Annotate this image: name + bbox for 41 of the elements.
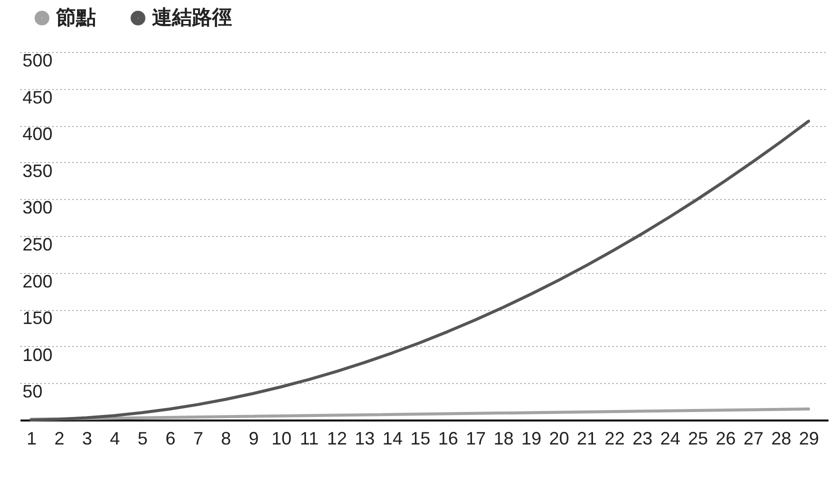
x-tick-label: 15 (410, 428, 430, 448)
x-tick-label: 13 (354, 428, 375, 448)
x-tick-label: 5 (138, 428, 148, 448)
legend-label: 節點 (55, 7, 96, 30)
x-tick-label: 28 (771, 428, 792, 448)
x-tick-label: 12 (327, 428, 348, 448)
y-tick-label: 50 (22, 382, 43, 402)
y-tick-label: 250 (22, 234, 53, 254)
x-tick-label: 4 (110, 428, 120, 448)
x-tick-label: 19 (521, 428, 542, 448)
x-tick-label: 17 (466, 428, 486, 448)
x-tick-label: 26 (716, 428, 736, 448)
x-tick-label: 27 (744, 428, 764, 448)
x-tick-label: 29 (799, 428, 820, 448)
x-tick-label: 23 (632, 428, 652, 448)
y-tick-label: 400 (22, 124, 53, 144)
y-tick-label: 300 (22, 198, 53, 218)
x-tick-label: 18 (494, 428, 514, 448)
x-tick-label: 25 (688, 428, 708, 448)
y-tick-label: 450 (22, 87, 53, 108)
x-tick-label: 21 (576, 428, 597, 448)
legend-label: 連結路徑 (152, 7, 232, 30)
x-tick-label: 14 (382, 428, 403, 448)
x-tick-label: 16 (438, 428, 458, 448)
x-tick-label: 10 (271, 428, 292, 448)
y-tick-label: 100 (22, 344, 53, 365)
x-tick-label: 7 (193, 428, 204, 448)
x-tick-label: 22 (604, 428, 625, 448)
y-tick-label: 200 (22, 271, 53, 292)
x-tick-label: 20 (549, 428, 570, 448)
y-tick-label: 150 (22, 308, 53, 328)
y-tick-label: 500 (22, 50, 53, 70)
x-tick-label: 11 (300, 428, 319, 448)
x-tick-label: 3 (82, 428, 92, 448)
x-tick-label: 9 (248, 428, 259, 448)
x-tick-label: 2 (54, 428, 64, 448)
x-tick-label: 24 (660, 428, 680, 448)
x-tick-label: 6 (165, 428, 176, 448)
y-tick-label: 350 (22, 160, 53, 181)
x-tick-label: 8 (220, 428, 231, 448)
x-tick-label: 1 (26, 428, 37, 448)
